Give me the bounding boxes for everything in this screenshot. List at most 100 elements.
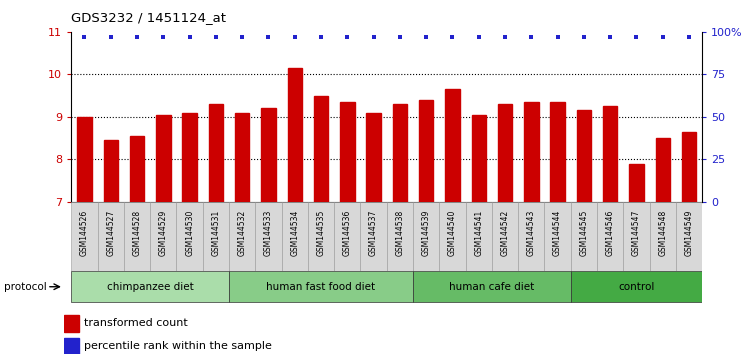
Bar bbox=[393, 104, 407, 202]
Point bbox=[236, 34, 248, 40]
Text: human fast food diet: human fast food diet bbox=[267, 282, 376, 292]
Bar bbox=[656, 138, 670, 202]
Point bbox=[368, 34, 380, 40]
Point bbox=[683, 34, 695, 40]
FancyBboxPatch shape bbox=[492, 202, 518, 271]
FancyBboxPatch shape bbox=[623, 202, 650, 271]
Text: GSM144548: GSM144548 bbox=[659, 210, 667, 256]
FancyBboxPatch shape bbox=[176, 202, 203, 271]
Text: GSM144542: GSM144542 bbox=[501, 210, 509, 256]
Text: transformed count: transformed count bbox=[85, 319, 189, 329]
Text: GSM144529: GSM144529 bbox=[159, 210, 167, 256]
Bar bbox=[64, 338, 79, 354]
FancyBboxPatch shape bbox=[71, 272, 229, 302]
Text: GSM144538: GSM144538 bbox=[396, 210, 404, 256]
Text: GSM144541: GSM144541 bbox=[475, 210, 483, 256]
Point bbox=[342, 34, 354, 40]
Text: GSM144534: GSM144534 bbox=[291, 210, 299, 256]
Bar bbox=[498, 104, 512, 202]
FancyBboxPatch shape bbox=[466, 202, 492, 271]
FancyBboxPatch shape bbox=[650, 202, 676, 271]
Text: GSM144536: GSM144536 bbox=[343, 210, 351, 256]
Bar bbox=[524, 102, 538, 202]
Text: GSM144533: GSM144533 bbox=[264, 210, 273, 256]
Bar bbox=[550, 102, 565, 202]
Bar bbox=[577, 110, 591, 202]
Bar bbox=[288, 68, 302, 202]
Text: chimpanzee diet: chimpanzee diet bbox=[107, 282, 194, 292]
Text: GSM144543: GSM144543 bbox=[527, 210, 535, 256]
FancyBboxPatch shape bbox=[518, 202, 544, 271]
Text: GSM144531: GSM144531 bbox=[212, 210, 220, 256]
FancyBboxPatch shape bbox=[571, 202, 597, 271]
Bar bbox=[104, 140, 118, 202]
Point bbox=[499, 34, 511, 40]
Text: GSM144537: GSM144537 bbox=[369, 210, 378, 256]
Text: control: control bbox=[618, 282, 655, 292]
Text: GSM144539: GSM144539 bbox=[422, 210, 430, 256]
Bar bbox=[209, 104, 223, 202]
Bar bbox=[235, 113, 249, 202]
Bar bbox=[419, 100, 433, 202]
FancyBboxPatch shape bbox=[71, 202, 98, 271]
Point bbox=[656, 34, 668, 40]
Point bbox=[315, 34, 327, 40]
Text: GSM144546: GSM144546 bbox=[606, 210, 614, 256]
Point bbox=[210, 34, 222, 40]
Text: GSM144530: GSM144530 bbox=[185, 210, 194, 256]
FancyBboxPatch shape bbox=[124, 202, 150, 271]
Text: GSM144545: GSM144545 bbox=[580, 210, 588, 256]
FancyBboxPatch shape bbox=[150, 202, 176, 271]
FancyBboxPatch shape bbox=[98, 202, 124, 271]
Text: GSM144544: GSM144544 bbox=[553, 210, 562, 256]
Bar bbox=[77, 117, 92, 202]
Text: human cafe diet: human cafe diet bbox=[449, 282, 535, 292]
Text: GSM144528: GSM144528 bbox=[133, 210, 141, 256]
Bar bbox=[314, 96, 328, 202]
Point bbox=[131, 34, 143, 40]
Bar bbox=[682, 132, 696, 202]
Point bbox=[551, 34, 563, 40]
Point bbox=[104, 34, 117, 40]
Point bbox=[158, 34, 170, 40]
Point bbox=[631, 34, 643, 40]
Bar bbox=[130, 136, 144, 202]
FancyBboxPatch shape bbox=[413, 272, 571, 302]
Bar bbox=[472, 115, 486, 202]
Point bbox=[183, 34, 195, 40]
Bar bbox=[603, 106, 617, 202]
Text: GSM144535: GSM144535 bbox=[317, 210, 325, 256]
Point bbox=[263, 34, 275, 40]
FancyBboxPatch shape bbox=[308, 202, 334, 271]
Point bbox=[446, 34, 458, 40]
Text: GSM144526: GSM144526 bbox=[80, 210, 89, 256]
FancyBboxPatch shape bbox=[597, 202, 623, 271]
FancyBboxPatch shape bbox=[439, 202, 466, 271]
Point bbox=[421, 34, 433, 40]
FancyBboxPatch shape bbox=[676, 202, 702, 271]
Bar bbox=[445, 89, 460, 202]
Bar bbox=[156, 115, 170, 202]
FancyBboxPatch shape bbox=[571, 272, 702, 302]
FancyBboxPatch shape bbox=[413, 202, 439, 271]
FancyBboxPatch shape bbox=[282, 202, 308, 271]
FancyBboxPatch shape bbox=[229, 202, 255, 271]
Text: GSM144540: GSM144540 bbox=[448, 210, 457, 256]
Point bbox=[288, 34, 300, 40]
Bar bbox=[340, 102, 354, 202]
FancyBboxPatch shape bbox=[544, 202, 571, 271]
FancyBboxPatch shape bbox=[360, 202, 387, 271]
Bar bbox=[64, 315, 79, 332]
Text: GSM144549: GSM144549 bbox=[685, 210, 693, 256]
Text: percentile rank within the sample: percentile rank within the sample bbox=[85, 342, 273, 352]
FancyBboxPatch shape bbox=[387, 202, 413, 271]
Text: GSM144547: GSM144547 bbox=[632, 210, 641, 256]
Text: GSM144527: GSM144527 bbox=[107, 210, 115, 256]
FancyBboxPatch shape bbox=[203, 202, 229, 271]
Point bbox=[526, 34, 538, 40]
Point bbox=[79, 34, 90, 40]
Bar bbox=[261, 108, 276, 202]
FancyBboxPatch shape bbox=[334, 202, 360, 271]
Text: GSM144532: GSM144532 bbox=[238, 210, 246, 256]
Bar bbox=[182, 113, 197, 202]
